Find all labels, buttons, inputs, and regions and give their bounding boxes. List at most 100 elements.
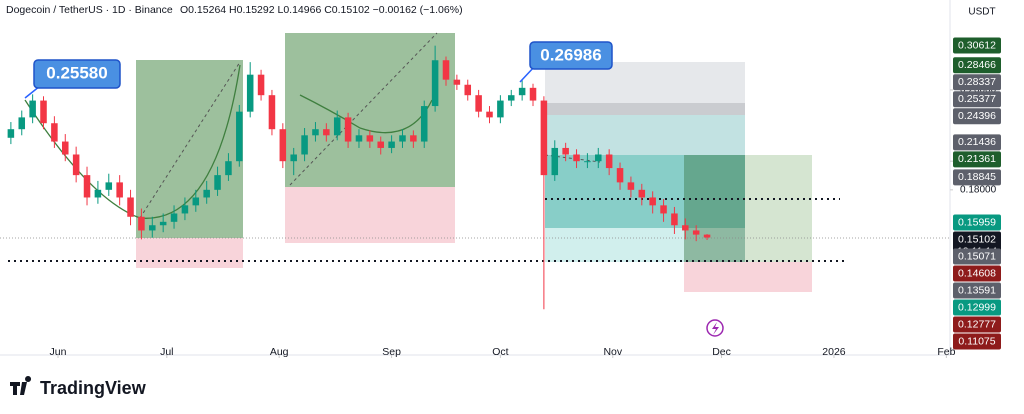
zone (545, 228, 745, 262)
candle-body (236, 111, 243, 162)
x-tick-label: Oct (492, 346, 508, 358)
price-tag-label: 0.18845 (958, 171, 996, 183)
price-tag (953, 333, 1001, 350)
candle-body (518, 87, 526, 96)
candle-body (475, 95, 482, 112)
candle-body (605, 154, 613, 169)
event-icon-bolt (712, 322, 719, 335)
candle-body (507, 95, 515, 101)
chart-title: Dogecoin / TetherUS · 1D · Binance (6, 4, 173, 16)
trend-line (289, 32, 438, 186)
candle-body (551, 147, 559, 176)
price-tag (953, 108, 1001, 125)
loss-zone (136, 238, 243, 268)
candle-body (127, 197, 134, 217)
candle-body (29, 100, 36, 118)
candle-body (257, 74, 265, 96)
candle-body (159, 221, 167, 226)
candle-body (453, 79, 461, 85)
price-tag (953, 134, 1001, 151)
price-tag-label: 0.24396 (958, 110, 996, 122)
candle-body (649, 197, 656, 206)
candle-body (442, 60, 450, 80)
currency: USDT (968, 7, 995, 18)
price-tag (953, 151, 1001, 168)
price-tag (953, 265, 1001, 282)
candle-body (62, 141, 69, 155)
candle-body (94, 189, 102, 198)
price-tag-label: 0.28337 (958, 76, 996, 88)
price-tag-label: 0.12777 (958, 318, 996, 330)
x-tick-label: Dec (712, 346, 731, 358)
price-tag-label: 0.14608 (958, 267, 996, 279)
candle-body (290, 154, 297, 162)
candle-body (431, 60, 439, 107)
candle-body (410, 135, 417, 142)
candle-body (116, 182, 123, 198)
candle-body (225, 161, 232, 176)
candle-body (192, 197, 200, 206)
x-tick-label: Sep (382, 346, 401, 358)
candle-body (464, 84, 472, 96)
profit-zone (285, 33, 455, 187)
x-tick-label: Feb (937, 346, 955, 358)
candle-body (377, 141, 384, 148)
candle-body (149, 225, 156, 231)
profit-zone (136, 60, 243, 238)
price-tag (953, 91, 1001, 108)
zone (545, 103, 745, 115)
loss-zone (285, 187, 455, 243)
loss-zone (684, 262, 812, 292)
ohlc: O0.15264 H0.15292 L0.14966 C0.15102 −0.0… (180, 4, 463, 16)
candle-body (312, 129, 319, 136)
candle-body (562, 147, 569, 155)
candle-body (105, 182, 113, 190)
callout-text: 0.26986 (540, 45, 601, 64)
zone (545, 115, 745, 155)
candle-body (301, 135, 308, 155)
callout-text: 0.25580 (46, 63, 107, 82)
price-tag-label: 0.21436 (958, 136, 996, 148)
price-tag (953, 37, 1001, 54)
price-tag (953, 316, 1001, 333)
candle-body (638, 189, 646, 198)
price-tag-label: 0.12999 (958, 301, 996, 313)
callout-box (33, 59, 121, 89)
candle-body (497, 100, 504, 118)
candle-body (399, 135, 406, 142)
drawings (0, 0, 951, 356)
x-tick-label: Nov (603, 346, 622, 358)
candle-body (573, 154, 580, 162)
price-tag (953, 57, 1001, 74)
candle-body (18, 117, 26, 130)
candle-body (595, 154, 602, 162)
candle-body (268, 95, 276, 130)
candle-body (7, 129, 15, 138)
price-tag-label: 0.15959 (958, 216, 996, 228)
candle-body (366, 135, 374, 142)
brand: TradingView (40, 378, 147, 398)
price-tag-label: 0.28466 (958, 59, 996, 71)
price-tag (953, 214, 1001, 231)
candle-body (246, 74, 254, 112)
candle-body (682, 225, 689, 231)
candle-body (540, 100, 548, 176)
price-tag-label: 0.25377 (958, 93, 996, 105)
x-tick-label: 2026 (822, 346, 846, 358)
candle-body (660, 205, 667, 214)
event-icon[interactable] (706, 319, 724, 337)
logo-mark (10, 376, 32, 395)
y-tick-label: 0.18000 (960, 184, 997, 195)
candle-body (72, 154, 80, 176)
price-tag (953, 282, 1001, 299)
price-tag-label: 0.30612 (958, 39, 996, 51)
price-tag (953, 169, 1001, 186)
candle-body (214, 175, 221, 190)
candle-body (323, 129, 330, 136)
callouts: 0.25580 0.26986 (24, 41, 613, 99)
profit-zone (684, 155, 745, 262)
candle-body (420, 106, 428, 142)
candle-body (333, 117, 341, 136)
candle-body (616, 168, 624, 183)
